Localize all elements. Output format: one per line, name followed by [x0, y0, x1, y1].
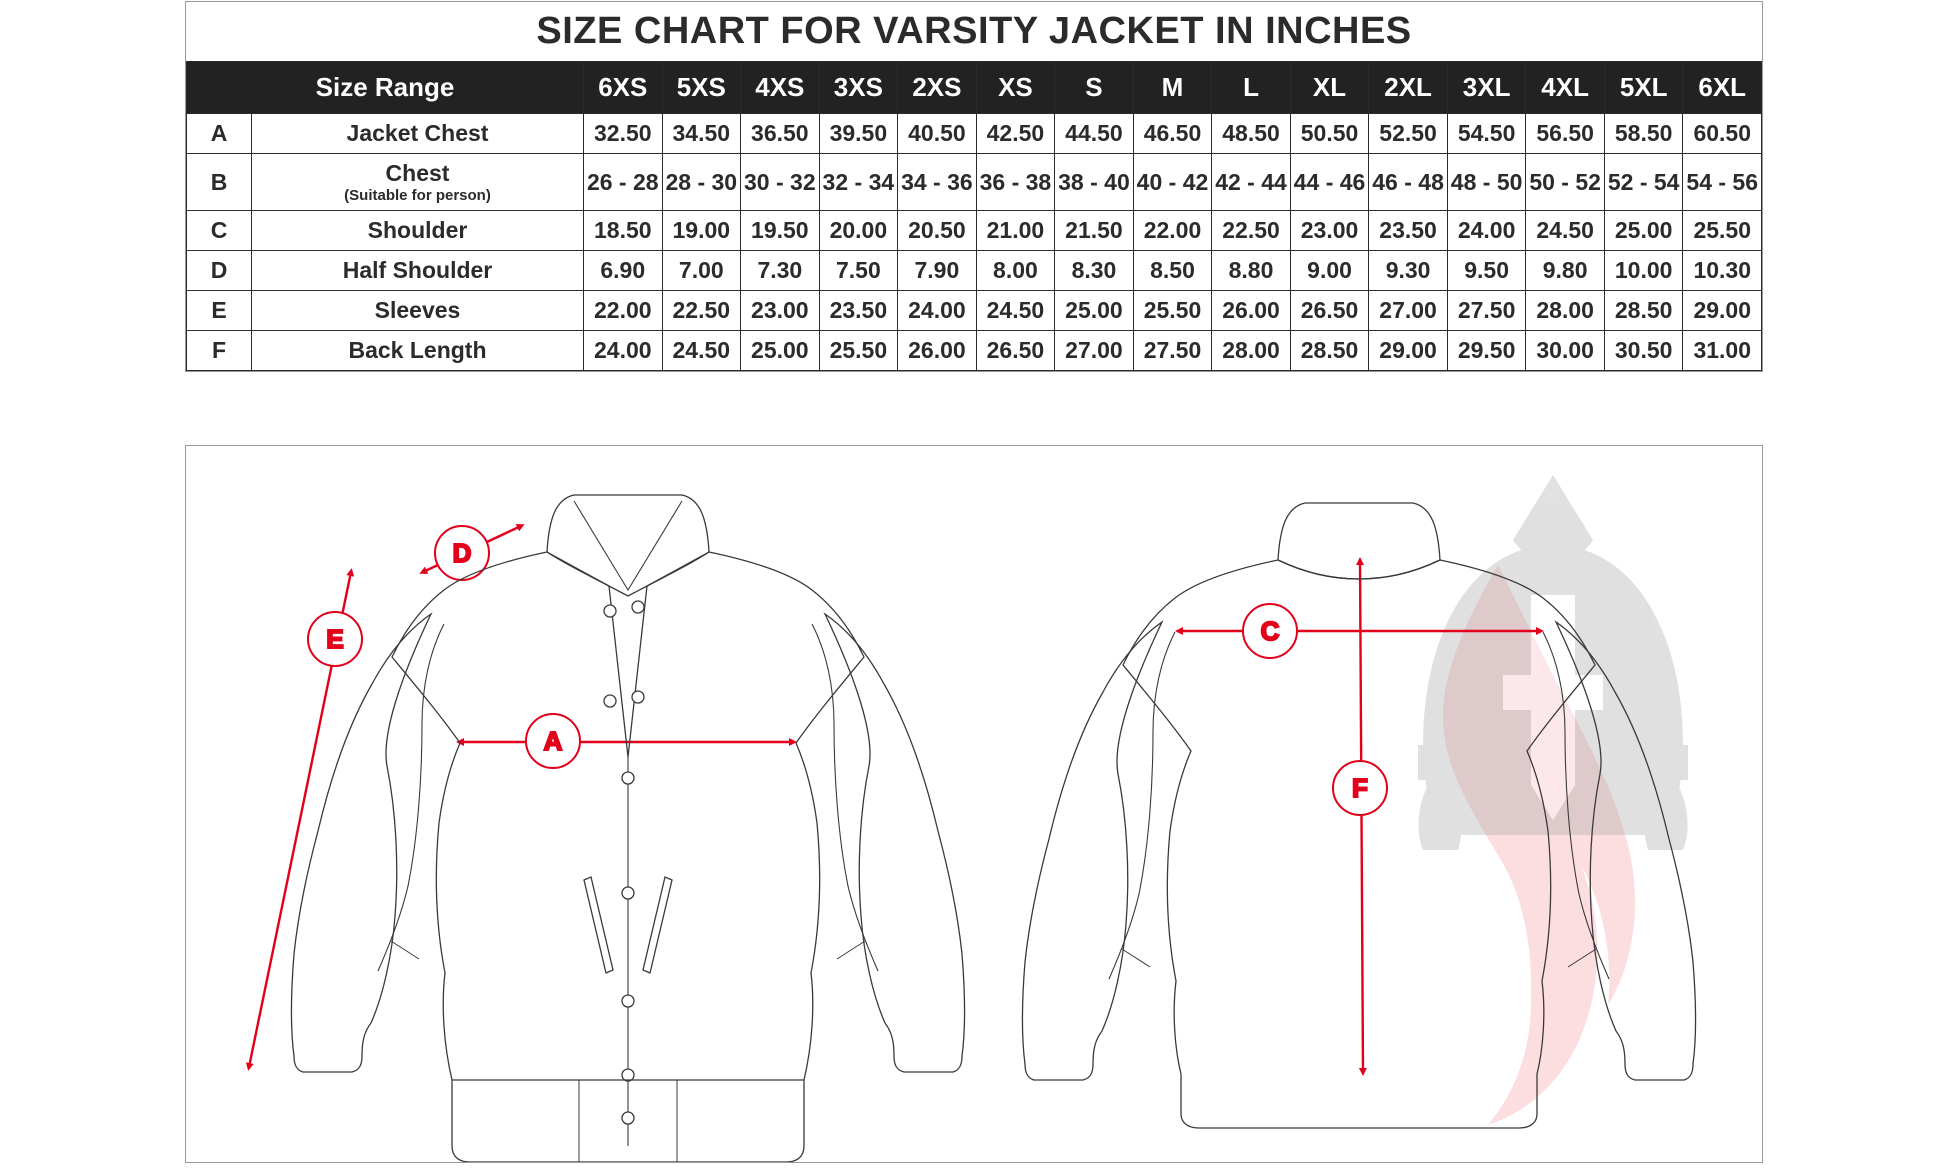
svg-text:E: E — [326, 624, 343, 654]
svg-text:C: C — [1261, 616, 1280, 646]
svg-text:F: F — [1352, 773, 1368, 803]
svg-text:D: D — [453, 538, 472, 568]
svg-text:A: A — [544, 726, 563, 756]
